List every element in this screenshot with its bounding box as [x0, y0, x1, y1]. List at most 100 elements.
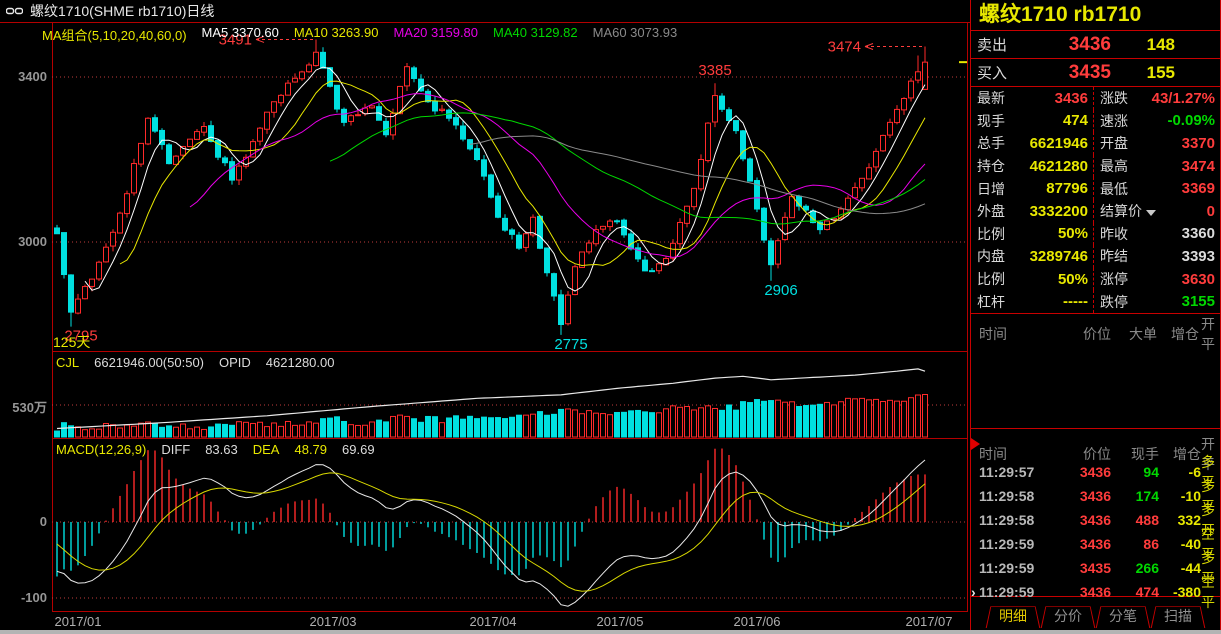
tab-分笔[interactable]: 分笔 — [1097, 604, 1149, 628]
column-header[interactable]: 开平 — [1201, 315, 1215, 352]
volume-bar — [796, 406, 802, 438]
stat-row: 持仓 4621280 最高 3474 — [971, 154, 1220, 178]
column-header[interactable]: 增仓 — [1171, 325, 1199, 342]
volume-bar — [313, 422, 319, 438]
stat-value: 3474 — [1181, 157, 1215, 175]
macd-legend-item: DEA — [252, 442, 280, 457]
candle-up — [173, 155, 179, 165]
bigorder-table-body[interactable] — [971, 334, 1220, 429]
stat-value: 3393 — [1181, 247, 1215, 265]
ask-row[interactable]: 卖出 3436 148 — [971, 31, 1220, 59]
link-icon[interactable] — [5, 3, 24, 19]
volume-bar — [201, 428, 207, 438]
stat-label: 涨停 — [1100, 271, 1128, 288]
tick-time: 11:29:59 — [979, 535, 1035, 552]
y-axis-label: 0 — [39, 514, 47, 529]
tick-row[interactable]: 11:29:59 3435 266 -44 多平 — [971, 548, 1220, 586]
tick-row[interactable]: 11:29:58 3436 174 -10 多平 — [971, 476, 1220, 514]
volume-bar — [663, 408, 669, 438]
tick-volume: 488 — [1135, 511, 1159, 528]
candle-up — [775, 240, 781, 265]
candle-down — [432, 100, 438, 112]
candle-up — [313, 51, 319, 67]
tick-position-change: -10 — [1180, 487, 1201, 504]
candle-down — [719, 95, 725, 110]
candle-down — [747, 158, 753, 182]
column-header[interactable]: 大单 — [1129, 325, 1157, 342]
price-annotation: 3385 — [698, 62, 731, 79]
volume-bar — [558, 408, 564, 438]
volume-bar — [537, 411, 543, 438]
column-header[interactable]: 价位 — [1083, 325, 1111, 342]
stat-label: 杠杆 — [977, 293, 1005, 310]
splitter-arrow-icon[interactable] — [971, 438, 980, 450]
candle-up — [866, 167, 872, 180]
volume-bar — [348, 424, 354, 438]
volume-bar — [908, 397, 914, 438]
tick-row[interactable]: 11:29:59 3436 86 -40 空平 — [971, 524, 1220, 562]
stat-label: 比例 — [977, 225, 1005, 242]
stat-value: 0 — [1206, 202, 1215, 220]
contract-title: 螺纹1710 rb1710 — [971, 0, 1220, 31]
volume-bar — [236, 421, 242, 438]
volume-bar — [166, 425, 172, 438]
settlement-dropdown-icon[interactable] — [1146, 210, 1156, 217]
candle-up — [677, 221, 683, 245]
stat-label: 昨收 — [1100, 225, 1128, 242]
column-header[interactable]: 时间 — [979, 325, 1007, 342]
volume-bar — [845, 397, 851, 438]
column-header[interactable]: 现手 — [1131, 445, 1159, 462]
ask-qty: 148 — [1146, 34, 1175, 54]
tick-row[interactable]: 11:29:58 3436 488 332 多开 — [971, 500, 1220, 538]
candle-up — [82, 286, 88, 300]
y-axis-label: 3400 — [18, 69, 47, 84]
candle-up — [698, 158, 704, 190]
volume-bar — [740, 401, 746, 438]
stat-cell: 比例 50% — [971, 268, 1093, 291]
candle-down — [320, 51, 326, 69]
candle-down — [628, 233, 634, 250]
candle-down — [754, 180, 760, 210]
column-header[interactable]: 价位 — [1083, 445, 1111, 462]
period-annotation: 125天 — [53, 334, 90, 350]
tab-label: 明细 — [999, 608, 1027, 624]
candle-down — [159, 129, 165, 146]
candle-down — [68, 274, 74, 313]
ma-legend-item: MA5 3370.60 — [201, 25, 279, 40]
volume-bar — [418, 421, 424, 438]
tick-direction: 多平 — [1201, 453, 1215, 490]
candle-up — [523, 233, 529, 248]
stat-row: 最新 3436 涨跌 43/1.27% — [971, 87, 1220, 110]
candle-down — [516, 234, 522, 249]
stat-cell: 内盘 3289746 — [971, 245, 1093, 268]
tab-label: 分价 — [1054, 608, 1082, 624]
stat-value: ----- — [1063, 293, 1088, 311]
tab-分价[interactable]: 分价 — [1042, 604, 1094, 628]
tick-volume: 94 — [1143, 463, 1159, 480]
volume-bar — [614, 411, 620, 438]
bid-row[interactable]: 买入 3435 155 — [971, 59, 1220, 87]
volume-bar — [411, 418, 417, 438]
volume-bar — [124, 424, 130, 438]
stat-cell: 比例 50% — [971, 223, 1093, 246]
volume-bar — [768, 400, 774, 438]
tab-扫描[interactable]: 扫描 — [1152, 604, 1204, 628]
candle-up — [278, 94, 284, 104]
window-title: 螺纹1710(SHME rb1710)日线 — [30, 3, 215, 19]
tick-row[interactable]: 11:29:59 › 3436 474 -380 空平 — [971, 572, 1220, 610]
volume-bar — [852, 398, 858, 438]
volume-bar — [334, 416, 340, 438]
stat-cell: 现手 474 — [971, 110, 1093, 133]
stat-cell: 昨结 3393 — [1093, 245, 1220, 268]
column-header[interactable]: 开平 — [1201, 435, 1215, 472]
volume-bar — [810, 404, 816, 438]
tab-明细[interactable]: 明细 — [987, 604, 1039, 628]
volume-bar — [628, 410, 634, 438]
tick-volume: 174 — [1135, 487, 1159, 504]
column-header[interactable]: 增仓 — [1173, 445, 1201, 462]
tick-row[interactable]: 11:29:57 3436 94 -6 多平 — [971, 452, 1220, 490]
column-header[interactable]: 时间 — [979, 445, 1007, 462]
volume-legend: CJL 6621946.00(50:50) OPID 4621280.00 — [56, 355, 334, 370]
stat-label: 内盘 — [977, 248, 1005, 265]
